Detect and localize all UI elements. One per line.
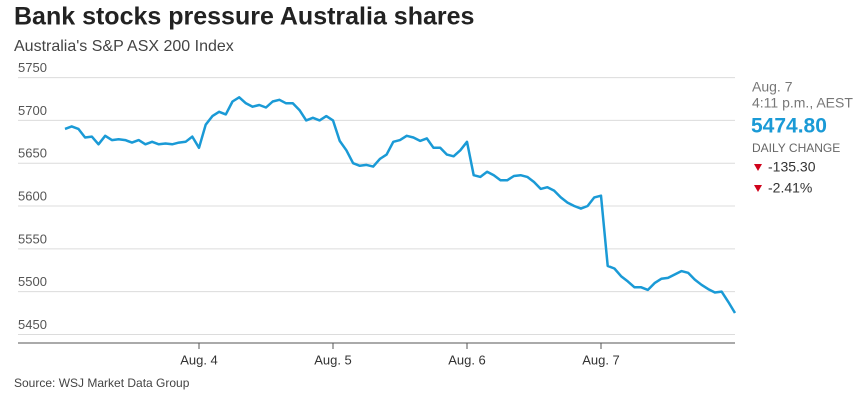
down-arrow — [754, 164, 762, 171]
x-tick-label: Aug. 6 — [448, 352, 486, 367]
panel-change-label: DAILY CHANGE — [752, 141, 840, 155]
y-tick-label: 5600 — [18, 188, 47, 203]
x-tick-label: Aug. 7 — [582, 352, 620, 367]
y-tick-label: 5550 — [18, 231, 47, 246]
panel-price: 5474.80 — [751, 115, 827, 138]
panel-change-pct: -2.41% — [768, 180, 812, 196]
x-tick-label: Aug. 5 — [314, 352, 352, 367]
y-tick-label: 5700 — [18, 103, 47, 118]
panel-time: 4:11 p.m., AEST — [752, 95, 853, 111]
y-tick-label: 5500 — [18, 274, 47, 289]
price-line — [64, 96, 737, 314]
y-tick-label: 5650 — [18, 146, 47, 161]
y-tick-label: 5450 — [18, 317, 47, 332]
chart-title: Bank stocks pressure Australia shares — [14, 3, 474, 31]
panel-date: Aug. 7 — [752, 79, 793, 95]
source: Source: WSJ Market Data Group — [14, 376, 190, 390]
panel-change: -135.30 — [768, 159, 816, 175]
down-arrow — [754, 185, 762, 192]
x-tick-label: Aug. 4 — [180, 352, 218, 367]
y-tick-label: 5750 — [18, 60, 47, 75]
chart-subtitle: Australia's S&P ASX 200 Index — [14, 38, 234, 55]
